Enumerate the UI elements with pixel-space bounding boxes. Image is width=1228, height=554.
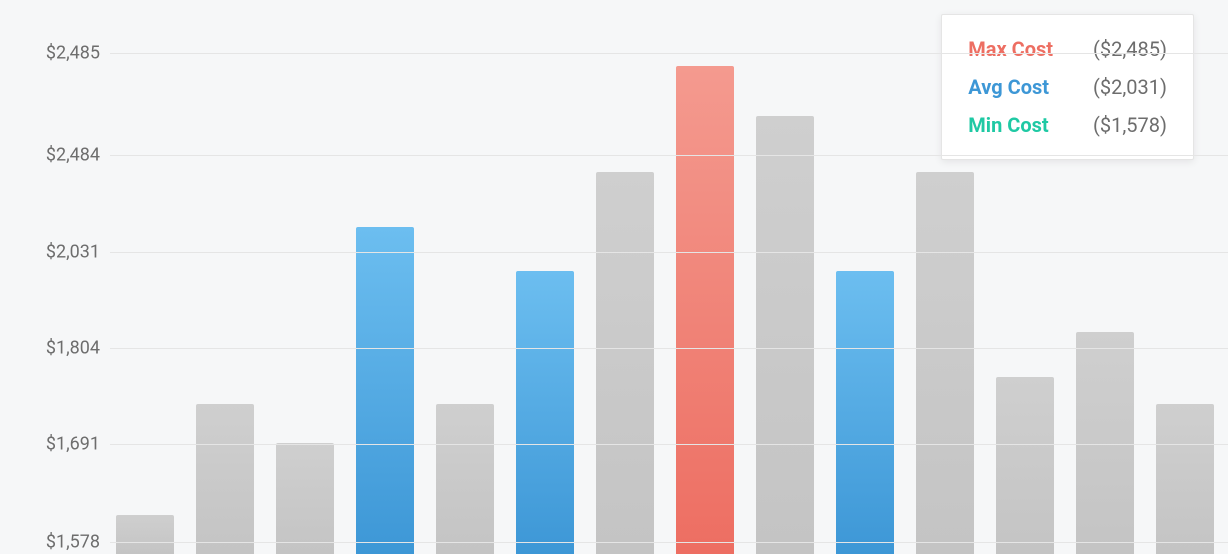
bar [756, 116, 814, 554]
gridline [110, 348, 1228, 349]
legend-value: ($1,578) [1093, 113, 1167, 137]
legend-card: Max Cost ($2,485) Avg Cost ($2,031) Min Cost… [941, 14, 1194, 160]
legend-label: Min Cost [968, 113, 1048, 137]
y-tick-label: $2,031 [46, 242, 100, 263]
bar [1156, 404, 1214, 554]
bar [516, 271, 574, 554]
y-tick-label: $2,484 [46, 145, 100, 166]
gridline [110, 542, 1228, 543]
legend-row: Min Cost ($1,578) [968, 113, 1167, 137]
bar [836, 271, 894, 554]
gridline [110, 53, 1228, 54]
bar [196, 404, 254, 554]
bar [996, 377, 1054, 554]
legend-row: Max Cost ($2,485) [968, 37, 1167, 61]
legend-row: Avg Cost ($2,031) [968, 75, 1167, 99]
legend-value: ($2,485) [1093, 37, 1167, 61]
bar [596, 172, 654, 554]
bar [276, 443, 334, 554]
gridline [110, 252, 1228, 253]
bar [916, 172, 974, 554]
bar [436, 404, 494, 554]
y-tick-label: $1,578 [46, 532, 100, 553]
gridline [110, 155, 1228, 156]
cost-bar-chart: $2,485 $2,484 $2,031 $1,804 $1,691 $1,578 Max… [0, 0, 1228, 554]
legend-label: Avg Cost [968, 75, 1049, 99]
gridline [110, 444, 1228, 445]
bar [676, 66, 734, 554]
y-tick-label: $1,691 [46, 434, 100, 455]
bar [356, 227, 414, 554]
legend-label: Max Cost [968, 37, 1053, 61]
bar [116, 515, 174, 554]
y-tick-label: $1,804 [46, 338, 100, 359]
y-tick-label: $2,485 [46, 43, 100, 64]
y-axis: $2,485 $2,484 $2,031 $1,804 $1,691 $1,578 [0, 0, 110, 554]
legend-value: ($2,031) [1093, 75, 1167, 99]
